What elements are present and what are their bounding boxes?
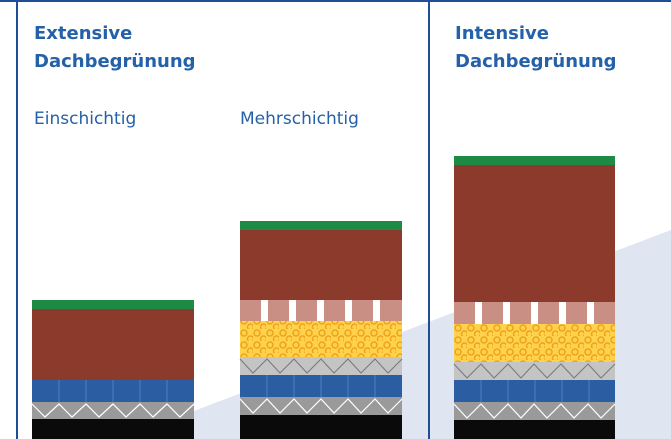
variant-label-einschichtig: Einschichtig bbox=[34, 109, 137, 129]
roof-layer bbox=[32, 419, 194, 439]
drainage-layer bbox=[240, 375, 402, 397]
protection-layer bbox=[239, 357, 403, 375]
protection-layer bbox=[453, 362, 616, 380]
intensive-title-line1: Intensive bbox=[455, 23, 549, 44]
extensive-title: Extensive Dachbegrünung bbox=[34, 20, 196, 76]
extensive-title-line2: Dachbegrünung bbox=[34, 51, 196, 72]
frame-left-border bbox=[16, 0, 18, 439]
stack-intensive bbox=[453, 156, 616, 439]
intensive-title-line2: Dachbegrünung bbox=[455, 51, 617, 72]
substrate-layer bbox=[32, 309, 194, 380]
vegetation-layer bbox=[240, 221, 402, 230]
extensive-title-line1: Extensive bbox=[34, 23, 133, 44]
filter-layer bbox=[240, 300, 402, 321]
intensive-title: Intensive Dachbegrünung bbox=[455, 20, 617, 76]
frame-top-border bbox=[0, 0, 671, 2]
drainage-layer bbox=[454, 380, 615, 402]
gravel-drainage-layer bbox=[454, 324, 615, 362]
vegetation-layer bbox=[32, 300, 194, 309]
frame-divider bbox=[428, 0, 430, 439]
stack-mehrschichtig bbox=[239, 221, 403, 439]
filter-layer bbox=[454, 302, 615, 324]
drainage-layer bbox=[32, 380, 194, 402]
variant-label-mehrschichtig: Mehrschichtig bbox=[240, 109, 359, 129]
gravel-drainage-layer bbox=[240, 321, 402, 357]
roof-layer bbox=[240, 415, 402, 439]
protection-mat-layer bbox=[31, 402, 195, 419]
stack-einschichtig bbox=[31, 300, 195, 439]
vegetation-layer bbox=[454, 156, 615, 165]
roof-layer bbox=[454, 420, 615, 439]
protection-mat-layer bbox=[239, 397, 403, 415]
substrate-layer bbox=[240, 230, 402, 300]
substrate-layer bbox=[454, 165, 615, 302]
protection-mat-layer bbox=[453, 402, 616, 420]
